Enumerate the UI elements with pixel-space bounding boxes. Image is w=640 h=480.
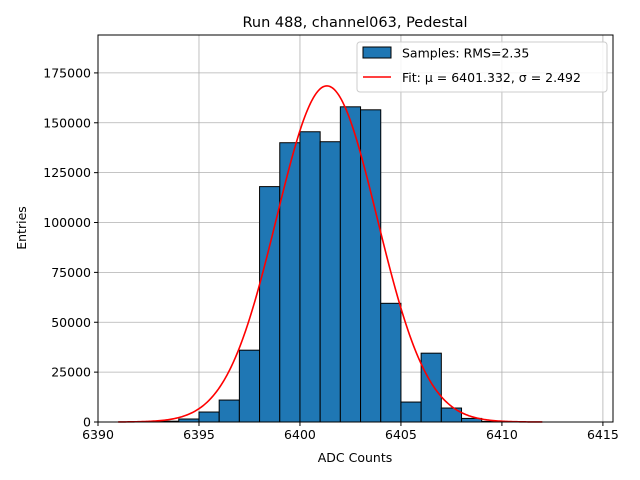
- histogram-bar: [279, 142, 301, 423]
- y-tick-label: 175000: [43, 65, 91, 80]
- y-tick-label: 150000: [43, 115, 91, 130]
- x-tick-label: 6405: [385, 427, 417, 442]
- x-tick-label: 6415: [587, 427, 619, 442]
- legend-histogram-label: Samples: RMS=2.35: [402, 46, 529, 61]
- legend-box: [356, 41, 608, 93]
- legend-histogram-swatch: [362, 46, 392, 59]
- histogram-bar: [238, 349, 261, 423]
- histogram-bar: [380, 302, 402, 423]
- y-tick-label: 25000: [51, 365, 91, 380]
- y-tick-label: 125000: [43, 165, 91, 180]
- y-tick-label: 100000: [43, 215, 91, 230]
- histogram-bar: [420, 352, 442, 423]
- x-tick-label: 6390: [82, 427, 114, 442]
- histogram-bar: [218, 399, 240, 423]
- legend-fit-label: Fit: μ = 6401.332, σ = 2.492: [402, 70, 581, 85]
- histogram-bar: [198, 411, 220, 423]
- histogram-bar: [259, 186, 281, 423]
- histogram-bar: [339, 106, 362, 423]
- histogram-bar: [299, 131, 321, 423]
- histogram-bar: [400, 401, 422, 423]
- histogram-bar: [360, 109, 382, 423]
- x-tick-label: 6400: [284, 427, 316, 442]
- histogram-bar: [319, 141, 341, 423]
- histogram-bars: [158, 106, 503, 423]
- x-axis-ticks: 6390 6395 6400 6405 6410 6415: [82, 422, 619, 442]
- y-axis-label: Entries: [14, 206, 29, 250]
- x-tick-label: 6410: [486, 427, 518, 442]
- x-tick-label: 6395: [183, 427, 215, 442]
- chart-title: Run 488, channel063, Pedestal: [242, 15, 467, 31]
- y-tick-label: 50000: [51, 315, 91, 330]
- legend: Samples: RMS=2.35 Fit: μ = 6401.332, σ =…: [356, 41, 608, 93]
- y-axis-ticks: 0 25000 50000 75000 100000 125000 150000 175000: [43, 65, 98, 430]
- x-axis-label: ADC Counts: [318, 450, 393, 465]
- y-tick-label: 75000: [51, 265, 91, 280]
- plot-frame: [97, 34, 614, 423]
- y-tick-label: 0: [83, 415, 91, 430]
- gaussian-fit-curve: [118, 85, 543, 423]
